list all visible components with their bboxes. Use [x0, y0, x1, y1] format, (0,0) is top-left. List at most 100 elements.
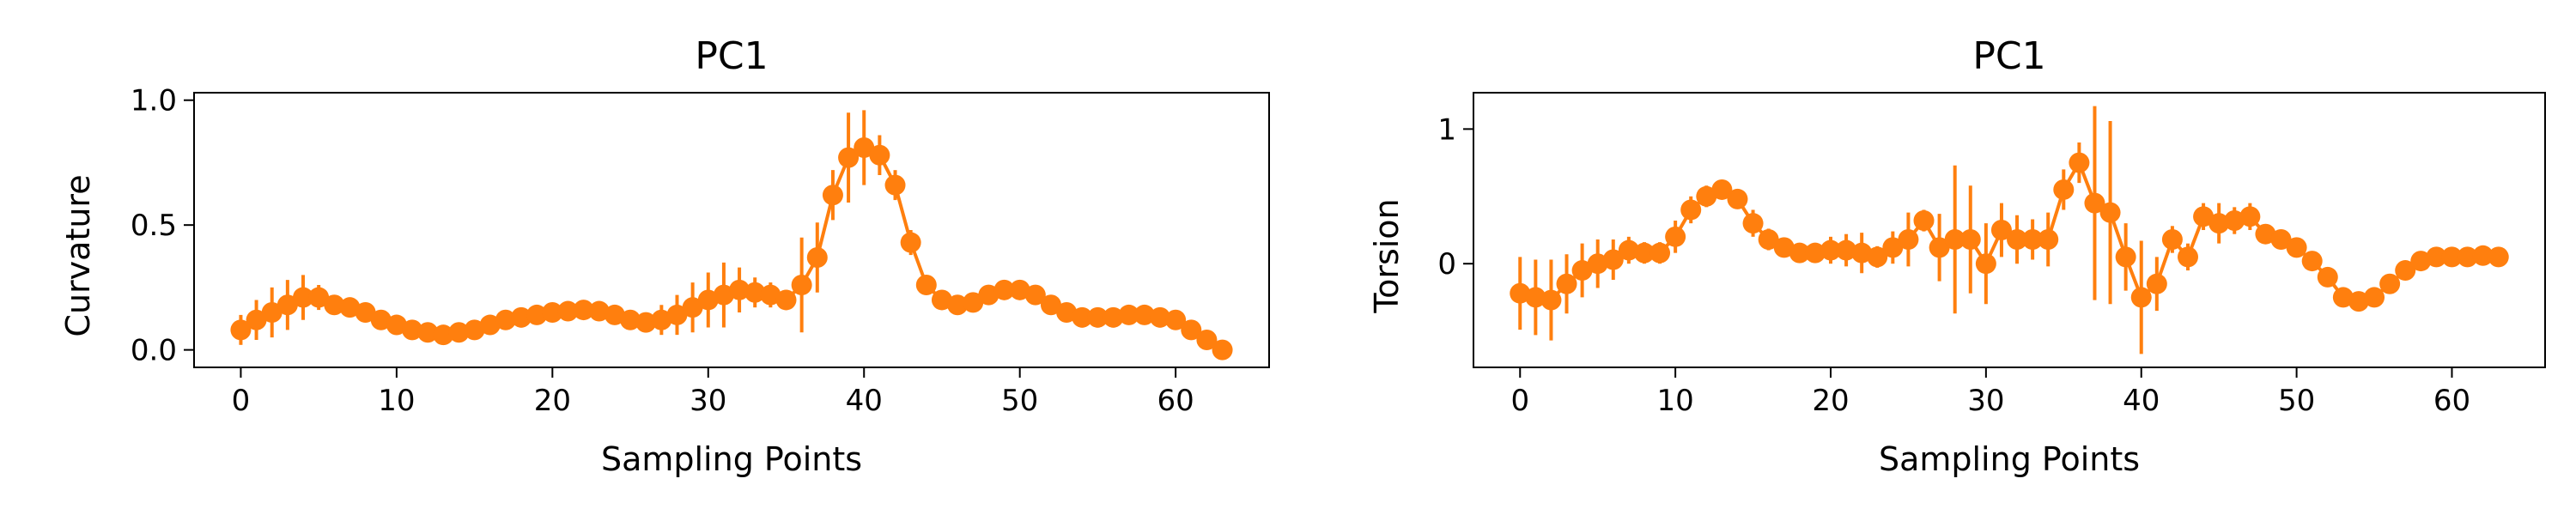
data-point: [2270, 228, 2292, 250]
data-point: [2348, 291, 2369, 312]
data-point: [1618, 239, 1639, 261]
data-point: [713, 284, 734, 306]
y-axis-label: Torsion: [1368, 198, 1406, 313]
data-point: [1944, 228, 1965, 250]
data-point: [760, 284, 781, 306]
data-point: [1602, 249, 1624, 270]
data-point: [246, 309, 267, 330]
data-point: [1103, 306, 1124, 328]
x-tick-label: 60: [2433, 384, 2470, 418]
data-point: [2332, 287, 2354, 308]
data-point: [2426, 246, 2447, 268]
data-point: [1836, 239, 1857, 261]
data-point: [433, 324, 454, 346]
x-tick-label: 20: [534, 384, 571, 418]
data-point: [2178, 246, 2198, 268]
data-point: [1975, 253, 1996, 275]
data-point: [869, 144, 890, 166]
data-point: [479, 314, 501, 336]
data-point: [2379, 273, 2401, 294]
data-point: [791, 275, 812, 295]
data-point: [2130, 287, 2152, 308]
data-point: [511, 306, 532, 328]
data-point: [1882, 237, 1904, 258]
data-point: [2161, 228, 2183, 250]
data-point: [2146, 273, 2167, 294]
data-point: [2038, 228, 2059, 250]
data-point: [2441, 246, 2463, 268]
data-point: [276, 294, 298, 316]
data-point: [1680, 199, 1702, 221]
data-point: [1633, 242, 1655, 264]
data-point: [744, 282, 766, 303]
x-tick-label: 50: [2278, 384, 2315, 418]
data-point: [2193, 206, 2215, 227]
data-point: [1898, 228, 1919, 250]
data-point: [915, 275, 937, 295]
data-point: [1804, 242, 1826, 264]
data-point: [884, 174, 906, 196]
chart-title: PC1: [695, 34, 768, 78]
data-point: [806, 247, 828, 268]
data-point: [2099, 202, 2121, 223]
data-point: [1711, 179, 1733, 200]
data-point: [1959, 228, 1981, 250]
x-tick-label: 50: [1001, 384, 1038, 418]
data-point: [1696, 185, 1717, 207]
data-point: [1758, 228, 1779, 250]
data-point: [573, 300, 594, 321]
data-point: [1649, 242, 1671, 264]
data-point: [838, 147, 860, 168]
x-axis-label: Sampling Points: [1879, 440, 2140, 478]
data-point: [1525, 287, 1546, 308]
data-point: [339, 297, 361, 318]
data-point: [2053, 179, 2075, 200]
data-point: [1851, 242, 1873, 264]
data-point: [729, 279, 750, 300]
data-point: [1867, 246, 1888, 268]
data-point: [993, 279, 1015, 300]
data-point: [2317, 266, 2338, 288]
data-point: [355, 302, 376, 323]
data-point: [1571, 260, 1593, 282]
data-point: [2224, 210, 2245, 232]
data-point: [1212, 339, 1233, 360]
x-tick-label: 0: [1510, 384, 1529, 418]
y-tick-label: 1: [1437, 112, 1456, 147]
data-point: [1510, 282, 1531, 304]
data-point: [2007, 228, 2028, 250]
data-point: [495, 309, 516, 330]
data-point: [293, 287, 314, 308]
data-point: [1133, 304, 1155, 325]
data-point: [526, 304, 548, 325]
data-point: [900, 232, 921, 253]
x-tick-label: 10: [378, 384, 415, 418]
data-point: [666, 304, 688, 325]
data-point: [620, 309, 641, 330]
data-point: [2488, 246, 2509, 268]
data-point: [1165, 309, 1187, 330]
data-point: [370, 309, 392, 330]
data-point: [1181, 319, 1202, 341]
y-tick-label: 0: [1437, 247, 1456, 282]
data-point: [2286, 237, 2307, 258]
data-point: [1009, 279, 1030, 300]
axis-ticks: 0 10 20 30 40 50 60 0 1: [1437, 112, 2470, 418]
data-point: [1040, 294, 1061, 316]
x-tick-label: 0: [232, 384, 251, 418]
data-point: [635, 312, 657, 333]
data-point: [1149, 306, 1170, 328]
x-tick-label: 20: [1812, 384, 1849, 418]
data-point: [682, 297, 703, 318]
data-point: [1540, 289, 1562, 311]
data-point: [775, 289, 797, 311]
data-point: [604, 304, 625, 325]
chart-title: PC1: [1972, 34, 2045, 78]
y-tick-label: 1.0: [131, 84, 177, 118]
y-tick-label: 0.5: [131, 209, 177, 243]
data-point: [1665, 226, 1686, 247]
data-point: [1773, 237, 1795, 258]
torsion-chart: PC1 Sampling Points Torsion 0 10 20 30 40 50 6…: [1368, 34, 2546, 478]
curvature-chart: PC1 Sampling Points Curvature 0 10 20 30 40 5…: [59, 34, 1270, 478]
